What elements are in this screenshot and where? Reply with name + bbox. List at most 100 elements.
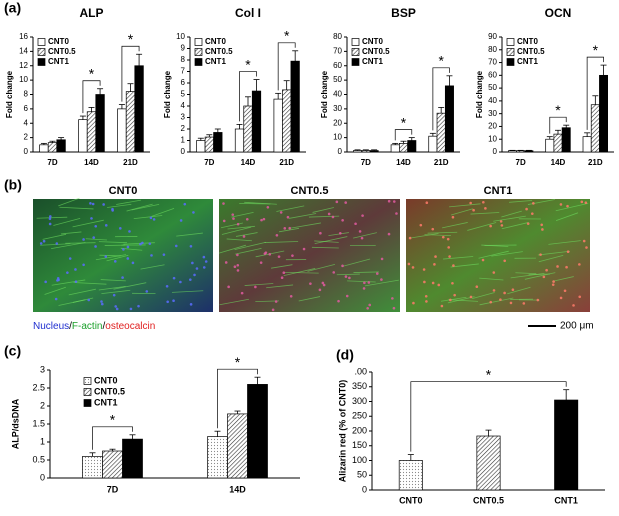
cell-nucleus xyxy=(49,215,52,218)
fiber xyxy=(501,210,522,218)
bar xyxy=(554,399,579,491)
fiber xyxy=(308,215,340,218)
bar xyxy=(213,132,223,153)
legend-label: CNT0 xyxy=(362,37,383,46)
cell-nucleus xyxy=(89,202,92,205)
cell-nucleus xyxy=(193,273,196,277)
fiber xyxy=(266,284,294,289)
fiber xyxy=(116,199,142,205)
cell-nucleus xyxy=(54,297,58,301)
y-tick-label: 350 xyxy=(352,381,367,391)
cell-nucleus xyxy=(358,230,362,233)
cell-nucleus xyxy=(309,282,312,285)
cell-nucleus xyxy=(541,228,544,231)
y-tick-label: 30 xyxy=(333,104,342,113)
significance-mark: * xyxy=(110,412,116,428)
y-tick-label: 50 xyxy=(333,75,342,84)
panel-label: (b) xyxy=(4,177,22,193)
cell-nucleus xyxy=(266,205,270,209)
cell-nucleus xyxy=(492,271,496,274)
cell-nucleus xyxy=(172,276,176,280)
cell-nucleus xyxy=(189,303,193,306)
cell-nucleus xyxy=(451,281,454,285)
cell-nucleus xyxy=(447,246,450,249)
cell-nucleus xyxy=(131,261,135,265)
y-tick-label: 6 xyxy=(181,78,186,87)
bar xyxy=(47,142,58,153)
cell-nucleus xyxy=(74,268,77,271)
bar xyxy=(227,413,248,479)
fiber xyxy=(479,297,514,306)
caption-part: osteocalcin xyxy=(105,321,155,332)
cell-nucleus xyxy=(387,199,391,203)
cell-nucleus xyxy=(114,305,117,308)
y-tick-label: 0 xyxy=(338,147,343,156)
fiber xyxy=(364,279,399,287)
y-tick-label: 1 xyxy=(181,136,186,145)
cell-nucleus xyxy=(531,212,534,215)
cell-nucleus xyxy=(137,304,140,308)
fiber xyxy=(72,297,94,303)
fiber xyxy=(507,286,531,295)
fiber xyxy=(140,264,165,270)
cell-nucleus xyxy=(341,264,344,268)
bar xyxy=(476,435,501,491)
cell-nucleus xyxy=(425,300,428,303)
cell-nucleus xyxy=(42,239,46,243)
cell-nucleus xyxy=(366,307,369,310)
y-tick-label: 50 xyxy=(488,83,497,92)
cell-nucleus xyxy=(472,208,475,212)
fiber xyxy=(235,232,258,237)
cell-nucleus xyxy=(150,254,153,257)
cell-nucleus xyxy=(104,224,108,227)
cell-nucleus xyxy=(525,207,528,211)
cell-nucleus xyxy=(149,216,153,220)
cell-nucleus xyxy=(94,224,98,228)
y-axis-label: Fold change xyxy=(163,70,172,118)
fiber xyxy=(353,271,379,273)
cell-nucleus xyxy=(82,263,85,267)
bar xyxy=(436,112,446,153)
fiber xyxy=(311,246,339,249)
y-tick-label: 40 xyxy=(488,96,497,105)
fiber xyxy=(51,279,86,286)
fiber xyxy=(510,272,545,279)
panel-label: (d) xyxy=(336,347,354,363)
y-axis-label: Fold change xyxy=(475,70,484,118)
cell-nucleus xyxy=(482,200,485,204)
cell-nucleus xyxy=(578,263,581,266)
cell-nucleus xyxy=(179,219,183,222)
cell-nucleus xyxy=(585,246,588,249)
cell-nucleus xyxy=(100,302,104,306)
cell-nucleus xyxy=(92,236,96,239)
cell-nucleus xyxy=(545,268,548,272)
cell-nucleus xyxy=(126,245,130,249)
cell-nucleus xyxy=(119,227,122,230)
y-tick-label: 12 xyxy=(19,61,28,70)
cell-nucleus xyxy=(55,242,59,245)
y-tick-label: 1.5 xyxy=(32,418,45,428)
fiber xyxy=(548,240,581,245)
cell-nucleus xyxy=(368,303,372,307)
y-tick-label: 60 xyxy=(333,61,342,70)
x-tick-label: 21D xyxy=(123,158,138,167)
bar xyxy=(39,144,49,153)
cell-nucleus xyxy=(499,298,502,301)
cell-nucleus xyxy=(282,271,286,275)
fiber xyxy=(264,241,299,243)
cell-nucleus xyxy=(227,285,230,289)
cell-nucleus xyxy=(202,266,206,269)
cell-nucleus xyxy=(392,306,396,310)
cell-nucleus xyxy=(566,204,569,208)
fiber xyxy=(347,280,376,283)
bar xyxy=(353,150,363,153)
y-tick-label: 80 xyxy=(488,45,497,54)
cell-nucleus xyxy=(113,260,117,263)
cell-nucleus xyxy=(469,201,472,205)
y-tick-label: 2 xyxy=(40,400,45,410)
cell-nucleus xyxy=(121,276,124,279)
fiber xyxy=(65,242,96,244)
micrograph xyxy=(219,199,400,312)
fiber xyxy=(538,254,564,263)
cell-nucleus xyxy=(425,201,429,205)
